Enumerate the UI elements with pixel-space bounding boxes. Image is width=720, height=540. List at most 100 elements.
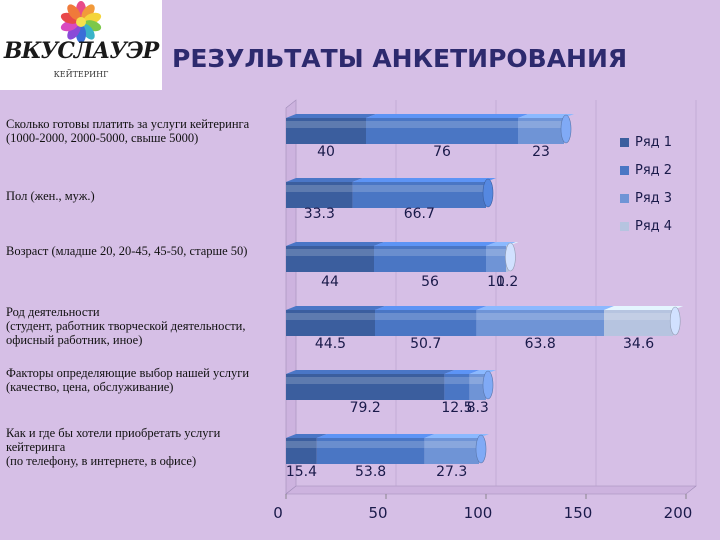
bar-segment <box>424 438 479 464</box>
legend-label: Ряд 3 <box>635 190 673 206</box>
bar-segment-highlight <box>352 185 486 192</box>
legend-item: Ряд 1 <box>620 132 672 152</box>
legend-item: Ряд 3 <box>620 188 672 208</box>
bar-segment-highlight <box>286 185 353 192</box>
data-label: 40 <box>317 144 335 160</box>
data-label: 63.8 <box>525 336 556 352</box>
legend-swatch <box>620 221 629 231</box>
bar-segment-highlight <box>286 441 317 448</box>
bar-end-cap <box>482 370 494 400</box>
bar-segment-top <box>366 114 528 118</box>
flower-logo-icon <box>60 1 102 43</box>
bar-segment <box>444 374 470 400</box>
data-label: 34.6 <box>623 336 654 352</box>
legend-label: Ряд 1 <box>635 134 673 150</box>
logo-subtext: КЕЙТЕРИНГ <box>53 70 109 79</box>
bar-segment-highlight <box>374 249 486 256</box>
bar-segment-highlight <box>469 377 486 384</box>
bar-segment-highlight <box>316 441 425 448</box>
data-label: 50.7 <box>410 336 441 352</box>
legend-swatch <box>620 165 629 175</box>
data-label: 33.3 <box>304 206 335 222</box>
axis-floor <box>285 485 697 495</box>
data-label: 15.4 <box>286 464 317 480</box>
data-label: 53.8 <box>355 464 386 480</box>
data-label: 79.2 <box>350 400 381 416</box>
data-label: 27.3 <box>436 464 467 480</box>
bar-segment-top <box>424 434 489 438</box>
bar-segment-highlight <box>486 249 506 256</box>
data-label: 56 <box>421 274 439 290</box>
legend-item: Ряд 2 <box>620 160 672 180</box>
data-label: 23 <box>532 144 550 160</box>
bar-end-cap <box>669 306 681 336</box>
data-label: 10 <box>487 274 505 290</box>
bar-segment <box>366 118 518 144</box>
x-tick-label: 50 <box>368 504 387 522</box>
bar-segment-highlight <box>518 121 564 128</box>
bar-segment-highlight <box>286 313 375 320</box>
bar-segment <box>286 374 445 400</box>
bar-segment-highlight <box>444 377 470 384</box>
bar-segment <box>374 246 486 272</box>
bar-segment <box>476 310 604 336</box>
bar-segment <box>286 438 317 464</box>
bar-segment <box>352 182 486 208</box>
bar-end-cap <box>482 178 494 208</box>
bar-segment <box>316 438 425 464</box>
bar-segment-top <box>604 306 684 310</box>
data-label: 44.5 <box>315 336 346 352</box>
legend-label: Ряд 4 <box>635 218 673 234</box>
data-label: 8.3 <box>467 400 489 416</box>
bar-end-cap <box>505 242 516 272</box>
bar-segment <box>469 374 486 400</box>
bar-segment-top <box>286 178 363 182</box>
category-label: Как и где бы хотели приобретать услуги к… <box>6 426 221 468</box>
legend-swatch <box>620 137 629 147</box>
bar-segment-top <box>469 370 496 374</box>
bar-segment-highlight <box>375 313 477 320</box>
logo: ВКУСЛАУЭР КЕЙТЕРИНГ <box>0 0 162 90</box>
x-tick-label: 150 <box>564 504 593 522</box>
legend-swatch <box>620 193 629 203</box>
bar-segment <box>286 182 353 208</box>
bar-end-cap <box>475 434 487 464</box>
bar-segment-top <box>476 306 614 310</box>
bar-segment-highlight <box>424 441 479 448</box>
bar-segment-highlight <box>604 313 674 320</box>
bar-segment <box>604 310 674 336</box>
bar-segment-highlight <box>366 121 518 128</box>
bar-segment <box>286 310 375 336</box>
data-label: 76 <box>433 144 451 160</box>
legend-item: Ряд 4 <box>620 216 672 236</box>
bar-segment-top <box>316 434 435 438</box>
category-label: Возраст (младше 20, 20-45, 45-50, старше… <box>6 244 248 258</box>
bar-end-cap <box>560 114 572 144</box>
category-label: Пол (жен., муж.) <box>6 189 95 203</box>
logo-text: ВКУСЛАУЭР <box>3 38 159 64</box>
bar-segment <box>286 118 366 144</box>
bar-segment <box>375 310 477 336</box>
bar-segment <box>518 118 564 144</box>
bar-segment-highlight <box>286 249 374 256</box>
category-label: Сколько готовы платить за услуги кейтери… <box>6 117 250 145</box>
data-label: 12.5 <box>441 400 472 416</box>
x-tick-label: 200 <box>664 504 693 522</box>
x-tick-label: 100 <box>464 504 493 522</box>
bar-segment-highlight <box>286 121 366 128</box>
bar-segment-top <box>286 114 376 118</box>
bar-segment-top <box>444 370 480 374</box>
bar-segment-top <box>286 370 455 374</box>
bar-segment-highlight <box>476 313 604 320</box>
bar-segment <box>486 246 506 272</box>
bar-segment-top <box>518 114 574 118</box>
bar-segment-top <box>286 242 384 246</box>
data-label: 66.7 <box>404 206 435 222</box>
bar-segment-top <box>375 306 487 310</box>
data-label: 1.2 <box>496 274 518 290</box>
bar-segment-top <box>286 434 327 438</box>
data-label: 44 <box>321 274 339 290</box>
legend-label: Ряд 2 <box>635 162 673 178</box>
x-tick-label: 0 <box>273 504 283 522</box>
